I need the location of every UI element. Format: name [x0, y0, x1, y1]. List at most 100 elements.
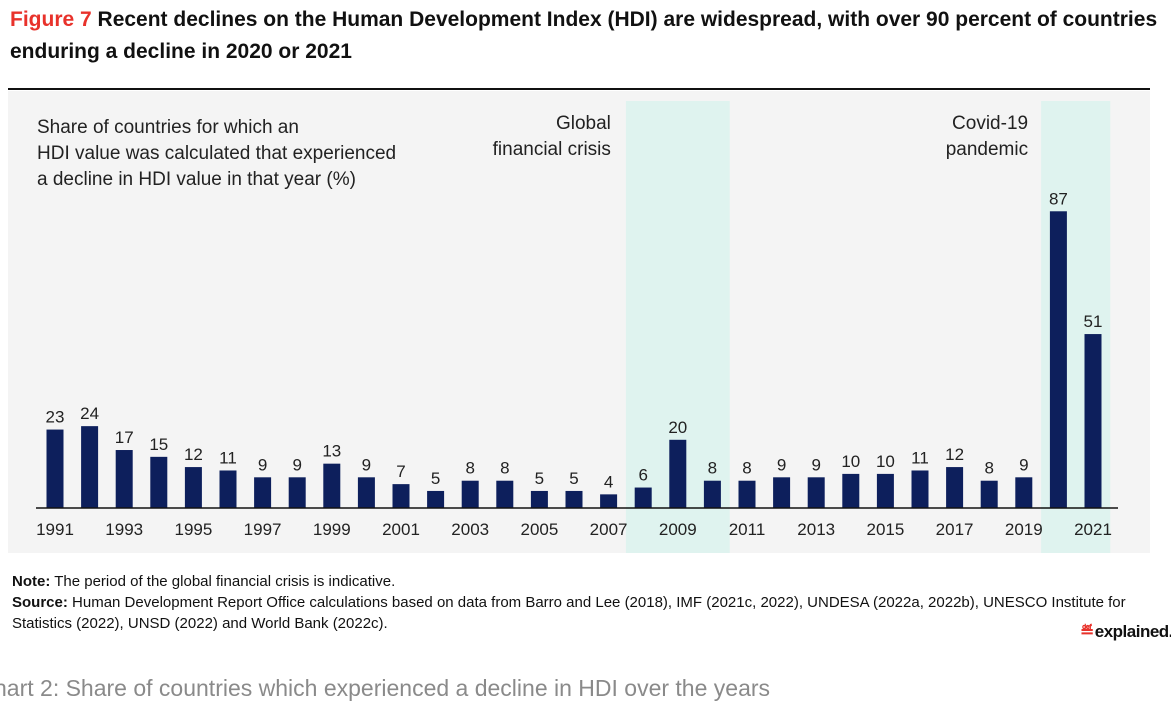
logo-word: explained. — [1094, 622, 1171, 641]
bar — [184, 467, 202, 508]
bar — [461, 480, 479, 508]
x-tick-label: 2017 — [936, 520, 974, 539]
bar-value-label: 23 — [46, 408, 65, 427]
bar — [669, 439, 687, 508]
logo-mark-icon: ≝ — [1080, 622, 1094, 641]
x-tick-label: 2005 — [520, 520, 558, 539]
x-tick-label: 1997 — [244, 520, 282, 539]
bar — [219, 470, 237, 508]
chart-description: Share of countries for which an — [37, 117, 299, 138]
bar-value-label: 5 — [569, 469, 578, 488]
bar-value-label: 11 — [219, 448, 237, 467]
bar — [703, 480, 721, 508]
bar-value-label: 51 — [1084, 312, 1103, 331]
bar — [1084, 334, 1102, 508]
x-tick-label: 1999 — [313, 520, 351, 539]
bar-value-label: 5 — [535, 469, 544, 488]
bar — [530, 490, 548, 508]
image-caption: hart 2: Share of countries which experie… — [0, 675, 771, 701]
bar-value-label: 15 — [149, 435, 168, 454]
shaded-period-label: financial crisis — [493, 139, 611, 160]
source-line: Source: Human Development Report Office … — [12, 592, 1162, 634]
shaded-period-label: Global — [556, 113, 611, 134]
note-text: The period of the global financial crisi… — [54, 573, 396, 590]
bar — [911, 470, 929, 508]
figure-title: Figure 7 Recent declines on the Human De… — [10, 4, 1160, 68]
x-tick-label: 2021 — [1074, 520, 1112, 539]
bar-value-label: 6 — [638, 466, 647, 485]
bar-value-label: 9 — [362, 455, 371, 474]
bar-value-label: 24 — [80, 404, 99, 423]
bar-value-label: 10 — [841, 452, 860, 471]
bar-value-label: 17 — [115, 428, 134, 447]
note-line: Note: The period of the global financial… — [12, 571, 1162, 592]
x-tick-label: 2019 — [1005, 520, 1043, 539]
bar-value-label: 9 — [811, 455, 820, 474]
bar-value-label: 12 — [945, 445, 964, 464]
bar-value-label: 8 — [708, 459, 717, 478]
bar-value-label: 8 — [465, 459, 474, 478]
x-tick-label: 2003 — [451, 520, 489, 539]
note-label: Note: — [12, 573, 51, 590]
x-tick-label: 2001 — [382, 520, 420, 539]
bar — [738, 480, 756, 508]
bar-value-label: 9 — [258, 455, 267, 474]
bar-value-label: 12 — [184, 445, 203, 464]
x-tick-label: 2007 — [590, 520, 628, 539]
bar-value-label: 8 — [742, 459, 751, 478]
x-tick-label: 1991 — [36, 520, 74, 539]
bar-value-label: 13 — [322, 442, 341, 461]
bar-chart: Global financial crisis Covid-19 pandemic Sh… — [36, 101, 1118, 553]
bar — [115, 450, 133, 508]
source-text: Human Development Report Office calculat… — [12, 594, 1126, 632]
bar-value-label: 8 — [500, 459, 509, 478]
bar — [357, 477, 375, 508]
x-tick-label: 2013 — [797, 520, 835, 539]
bar — [288, 477, 306, 508]
x-tick-label: 2015 — [866, 520, 904, 539]
express-explained-logo[interactable]: ≝explained. — [1080, 622, 1171, 642]
bar — [392, 484, 410, 508]
x-tick-label: 1993 — [105, 520, 143, 539]
bar — [980, 480, 998, 508]
figure-title-text: Recent declines on the Human Development… — [10, 8, 1158, 63]
bar — [842, 473, 860, 508]
bar — [946, 467, 964, 508]
bar — [150, 456, 168, 508]
bar-value-label: 11 — [911, 448, 929, 467]
bar-value-label: 9 — [292, 455, 301, 474]
bar — [773, 477, 791, 508]
bar — [323, 463, 341, 508]
bar — [565, 490, 583, 508]
notes-block: Note: The period of the global financial… — [12, 571, 1162, 634]
source-label: Source: — [12, 594, 68, 611]
bar-value-label: 8 — [984, 459, 993, 478]
bar — [427, 490, 445, 508]
bar-value-label: 20 — [668, 418, 687, 437]
bar — [496, 480, 514, 508]
bar-value-label: 9 — [777, 455, 786, 474]
bar — [600, 494, 618, 508]
chart-description: HDI value was calculated that experience… — [37, 143, 396, 164]
bar-value-label: 7 — [396, 462, 405, 481]
shaded-period-label: Covid-19 — [952, 113, 1028, 134]
bar — [876, 473, 894, 508]
x-tick-label: 2011 — [729, 520, 766, 539]
bar-value-label: 10 — [876, 452, 895, 471]
chart-description: a decline in HDI value in that year (%) — [37, 169, 356, 190]
bar — [254, 477, 272, 508]
bar-value-label: 9 — [1019, 455, 1028, 474]
bar-value-label: 5 — [431, 469, 440, 488]
bar — [807, 477, 825, 508]
figure-number: Figure 7 — [10, 8, 92, 31]
bar-value-label: 87 — [1049, 189, 1068, 208]
bar — [81, 426, 99, 508]
bar — [634, 487, 652, 508]
title-rule — [8, 88, 1150, 90]
x-tick-label: 2009 — [659, 520, 697, 539]
bar-value-label: 4 — [604, 472, 613, 491]
bar — [1015, 477, 1033, 508]
bar — [1049, 211, 1067, 508]
shaded-period-label: pandemic — [946, 139, 1028, 160]
bar — [46, 429, 64, 508]
